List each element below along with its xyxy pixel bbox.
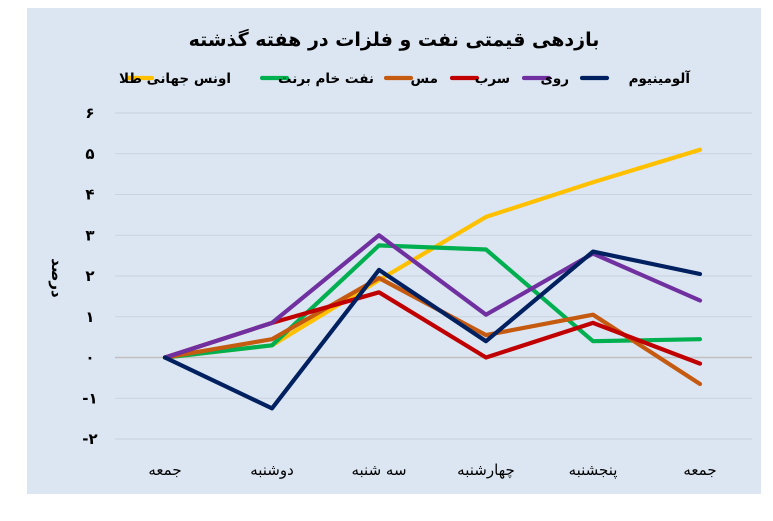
grid	[115, 112, 752, 440]
series-lines	[162, 147, 703, 411]
legend-label: اونس جهانی طلا	[119, 71, 231, 87]
legend-label: آلومینیوم	[629, 70, 691, 87]
y-tick-label: -۲	[82, 430, 97, 448]
legend-label: سرب	[475, 71, 510, 87]
chart-background	[27, 8, 761, 494]
x-tick-label: چهارشنبه	[457, 461, 515, 479]
data-point	[591, 321, 595, 325]
data-point	[484, 333, 488, 337]
data-point	[591, 313, 595, 316]
x-tick-label: پنجشنبه	[569, 461, 618, 480]
data-point	[270, 407, 274, 410]
y-tick-label: ۱	[85, 308, 94, 326]
y-axis-label: درصد	[48, 258, 66, 298]
data-point	[698, 382, 702, 386]
data-point	[698, 272, 702, 276]
y-tick-label: ۲	[85, 267, 94, 285]
legend-label: روی	[540, 71, 569, 87]
series-group	[162, 249, 703, 411]
data-point	[377, 244, 381, 247]
x-tick-label: جمعه	[148, 461, 181, 479]
data-point	[163, 356, 167, 359]
legend-item: سرب	[449, 71, 510, 87]
data-point	[484, 340, 488, 343]
data-point	[698, 337, 702, 341]
legend-item: آلومینیوم	[579, 70, 691, 87]
data-point	[377, 291, 381, 294]
data-point	[270, 337, 274, 341]
legend-item: روی	[521, 71, 569, 87]
chart-title: بازدهی قیمتی نفت و فلزات در هفته گذشته	[189, 28, 600, 51]
data-point	[591, 340, 595, 343]
legend-label: نفت خام برنت	[278, 71, 374, 87]
y-tick-label: ۳	[85, 226, 94, 244]
legend-item: نفت خام برنت	[259, 71, 374, 87]
data-point	[270, 321, 274, 325]
x-tick-label: دوشنبه	[250, 461, 294, 479]
data-point	[591, 181, 595, 184]
y-tick-label: ۵	[85, 145, 94, 163]
x-tick-label: سه شنبه	[351, 461, 406, 479]
data-point	[484, 356, 488, 359]
legend-item: مس	[383, 71, 438, 87]
y-tick-label: ۶	[85, 104, 94, 122]
data-point	[484, 313, 488, 316]
data-point	[484, 248, 488, 251]
data-point	[377, 276, 381, 280]
x-tick-label: جمعه	[683, 461, 716, 479]
legend-item: اونس جهانی طلا	[119, 71, 231, 87]
data-point	[377, 234, 381, 237]
y-tick-label: ۴	[85, 186, 94, 204]
series-line	[162, 249, 703, 411]
data-point	[591, 250, 595, 253]
series-line	[162, 243, 703, 360]
data-point	[484, 215, 488, 219]
data-point	[270, 344, 274, 347]
data-point	[698, 148, 702, 151]
data-point	[698, 299, 702, 302]
series-line	[162, 233, 703, 360]
y-axis-ticks: ۶ ۵ ۴ ۳ ۲ ۱ ۰ -۱ -۲	[82, 104, 97, 448]
y-tick-label: -۱	[82, 389, 97, 407]
legend-label: مس	[411, 71, 438, 87]
data-point	[377, 268, 381, 272]
y-tick-label: ۰	[85, 349, 94, 367]
x-axis-ticks: جمعه دوشنبه سه شنبه چهارشنبه پنجشنبه جمعه	[148, 461, 716, 480]
data-point	[698, 362, 702, 365]
legend: اونس جهانی طلا نفت خام برنت مس سرب روی آلومین…	[119, 70, 690, 87]
